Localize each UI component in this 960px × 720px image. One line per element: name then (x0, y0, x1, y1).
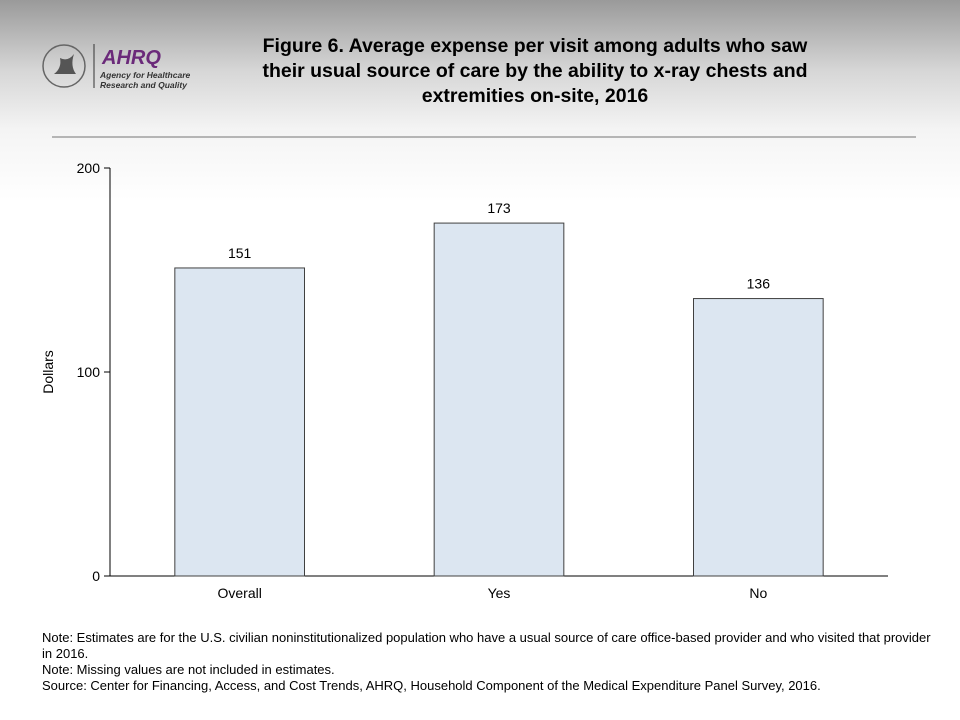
value-label: 173 (487, 200, 511, 216)
bar (693, 298, 824, 577)
logo-text: Research and Quality (100, 80, 188, 90)
logo-text: Agency for Healthcare (99, 70, 190, 80)
y-tick-label: 0 (92, 568, 100, 584)
chart-title: Figure 6. Average expense per visit amon… (262, 35, 808, 107)
bar (433, 222, 565, 577)
x-tick-label: Overall (217, 585, 261, 601)
value-label: 136 (747, 276, 771, 292)
note: Note: Estimates are for the U.S. civilia… (42, 630, 931, 661)
logo-name: AHRQ (101, 47, 161, 69)
note: Source: Center for Financing, Access, an… (42, 678, 821, 693)
note: Note: Missing values are not included in… (42, 662, 335, 677)
logo: AHRQ Agency for Healthcare Research and … (42, 44, 190, 90)
y-tick-label: 100 (77, 364, 101, 380)
notes: Note: Estimates are for the U.S. civilia… (42, 630, 942, 694)
y-tick-label: 200 (77, 160, 101, 176)
x-tick-label: No (749, 585, 767, 601)
separator (52, 136, 916, 138)
bar (174, 267, 305, 577)
value-label: 151 (228, 245, 252, 261)
y-axis-label: Dollars (40, 350, 56, 394)
x-tick-label: Yes (488, 585, 511, 601)
